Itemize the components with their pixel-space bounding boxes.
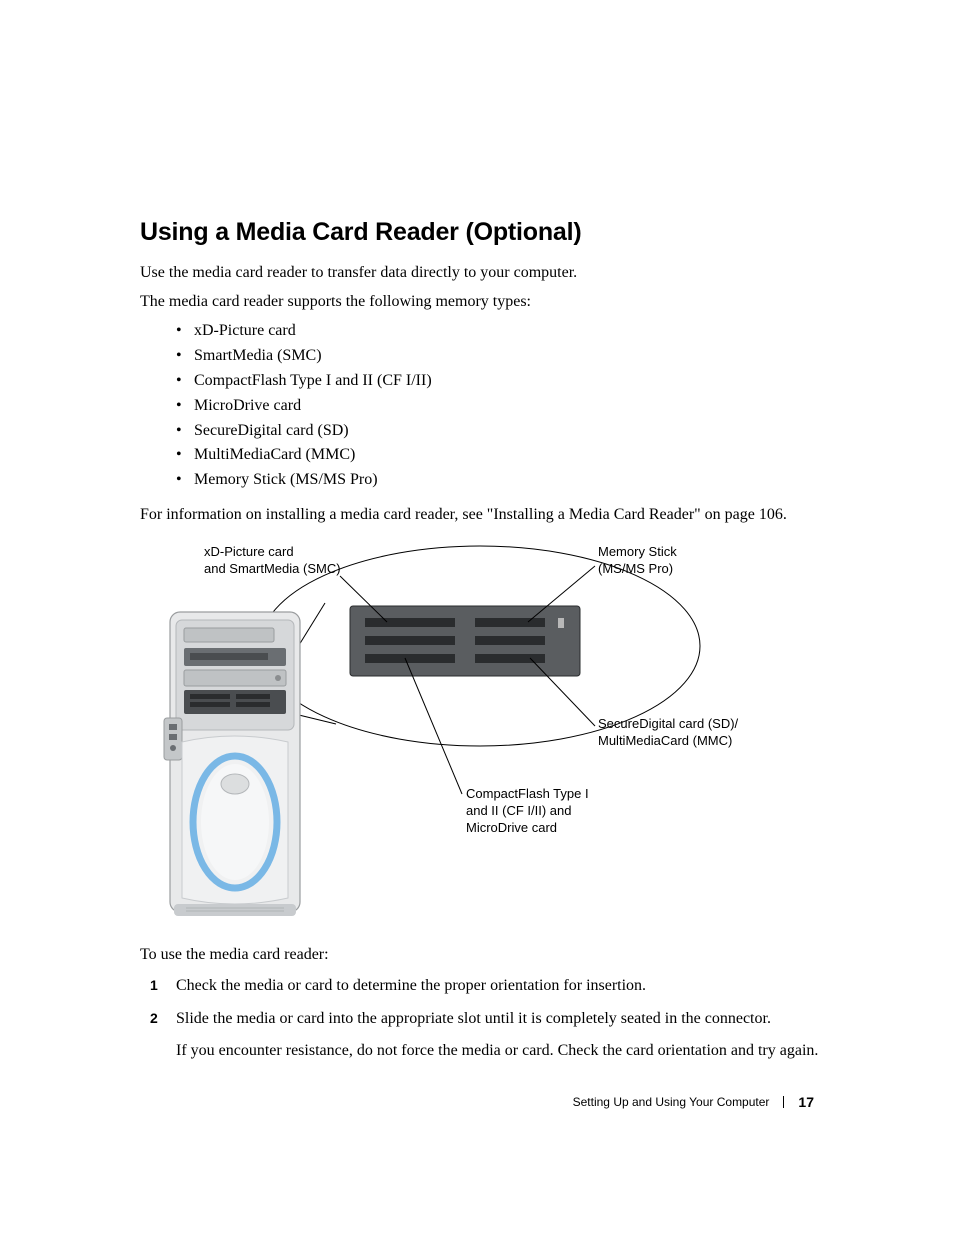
step-text: Check the media or card to determine the… — [176, 977, 646, 994]
intro-paragraph-1: Use the media card reader to transfer da… — [140, 261, 860, 284]
step-subtext: If you encounter resistance, do not forc… — [176, 1039, 860, 1062]
steps-list: Check the media or card to determine the… — [150, 974, 860, 1062]
footer-section: Setting Up and Using Your Computer — [573, 1095, 770, 1109]
intro-paragraph-2: The media card reader supports the follo… — [140, 290, 860, 313]
list-item: xD-Picture card — [176, 319, 860, 344]
list-item: Memory Stick (MS/MS Pro) — [176, 468, 860, 493]
memory-types-list: xD-Picture card SmartMedia (SMC) Compact… — [176, 319, 860, 493]
media-reader-diagram: xD-Picture card and SmartMedia (SMC) Mem… — [140, 536, 840, 936]
list-item: SecureDigital card (SD) — [176, 419, 860, 444]
list-item: CompactFlash Type I and II (CF I/II) — [176, 369, 860, 394]
list-item: SmartMedia (SMC) — [176, 344, 860, 369]
diagram-svg — [140, 536, 840, 936]
page-footer: Setting Up and Using Your Computer 17 — [573, 1094, 814, 1110]
step-item: Slide the media or card into the appropr… — [150, 1007, 860, 1061]
to-use-intro: To use the media card reader: — [140, 946, 860, 964]
page-heading: Using a Media Card Reader (Optional) — [140, 218, 860, 247]
step-item: Check the media or card to determine the… — [150, 974, 860, 997]
list-item: MultiMediaCard (MMC) — [176, 443, 860, 468]
install-reference: For information on installing a media ca… — [140, 503, 860, 526]
list-item: MicroDrive card — [176, 394, 860, 419]
step-text: Slide the media or card into the appropr… — [176, 1010, 771, 1027]
footer-divider — [783, 1096, 784, 1108]
footer-page-number: 17 — [798, 1094, 814, 1110]
